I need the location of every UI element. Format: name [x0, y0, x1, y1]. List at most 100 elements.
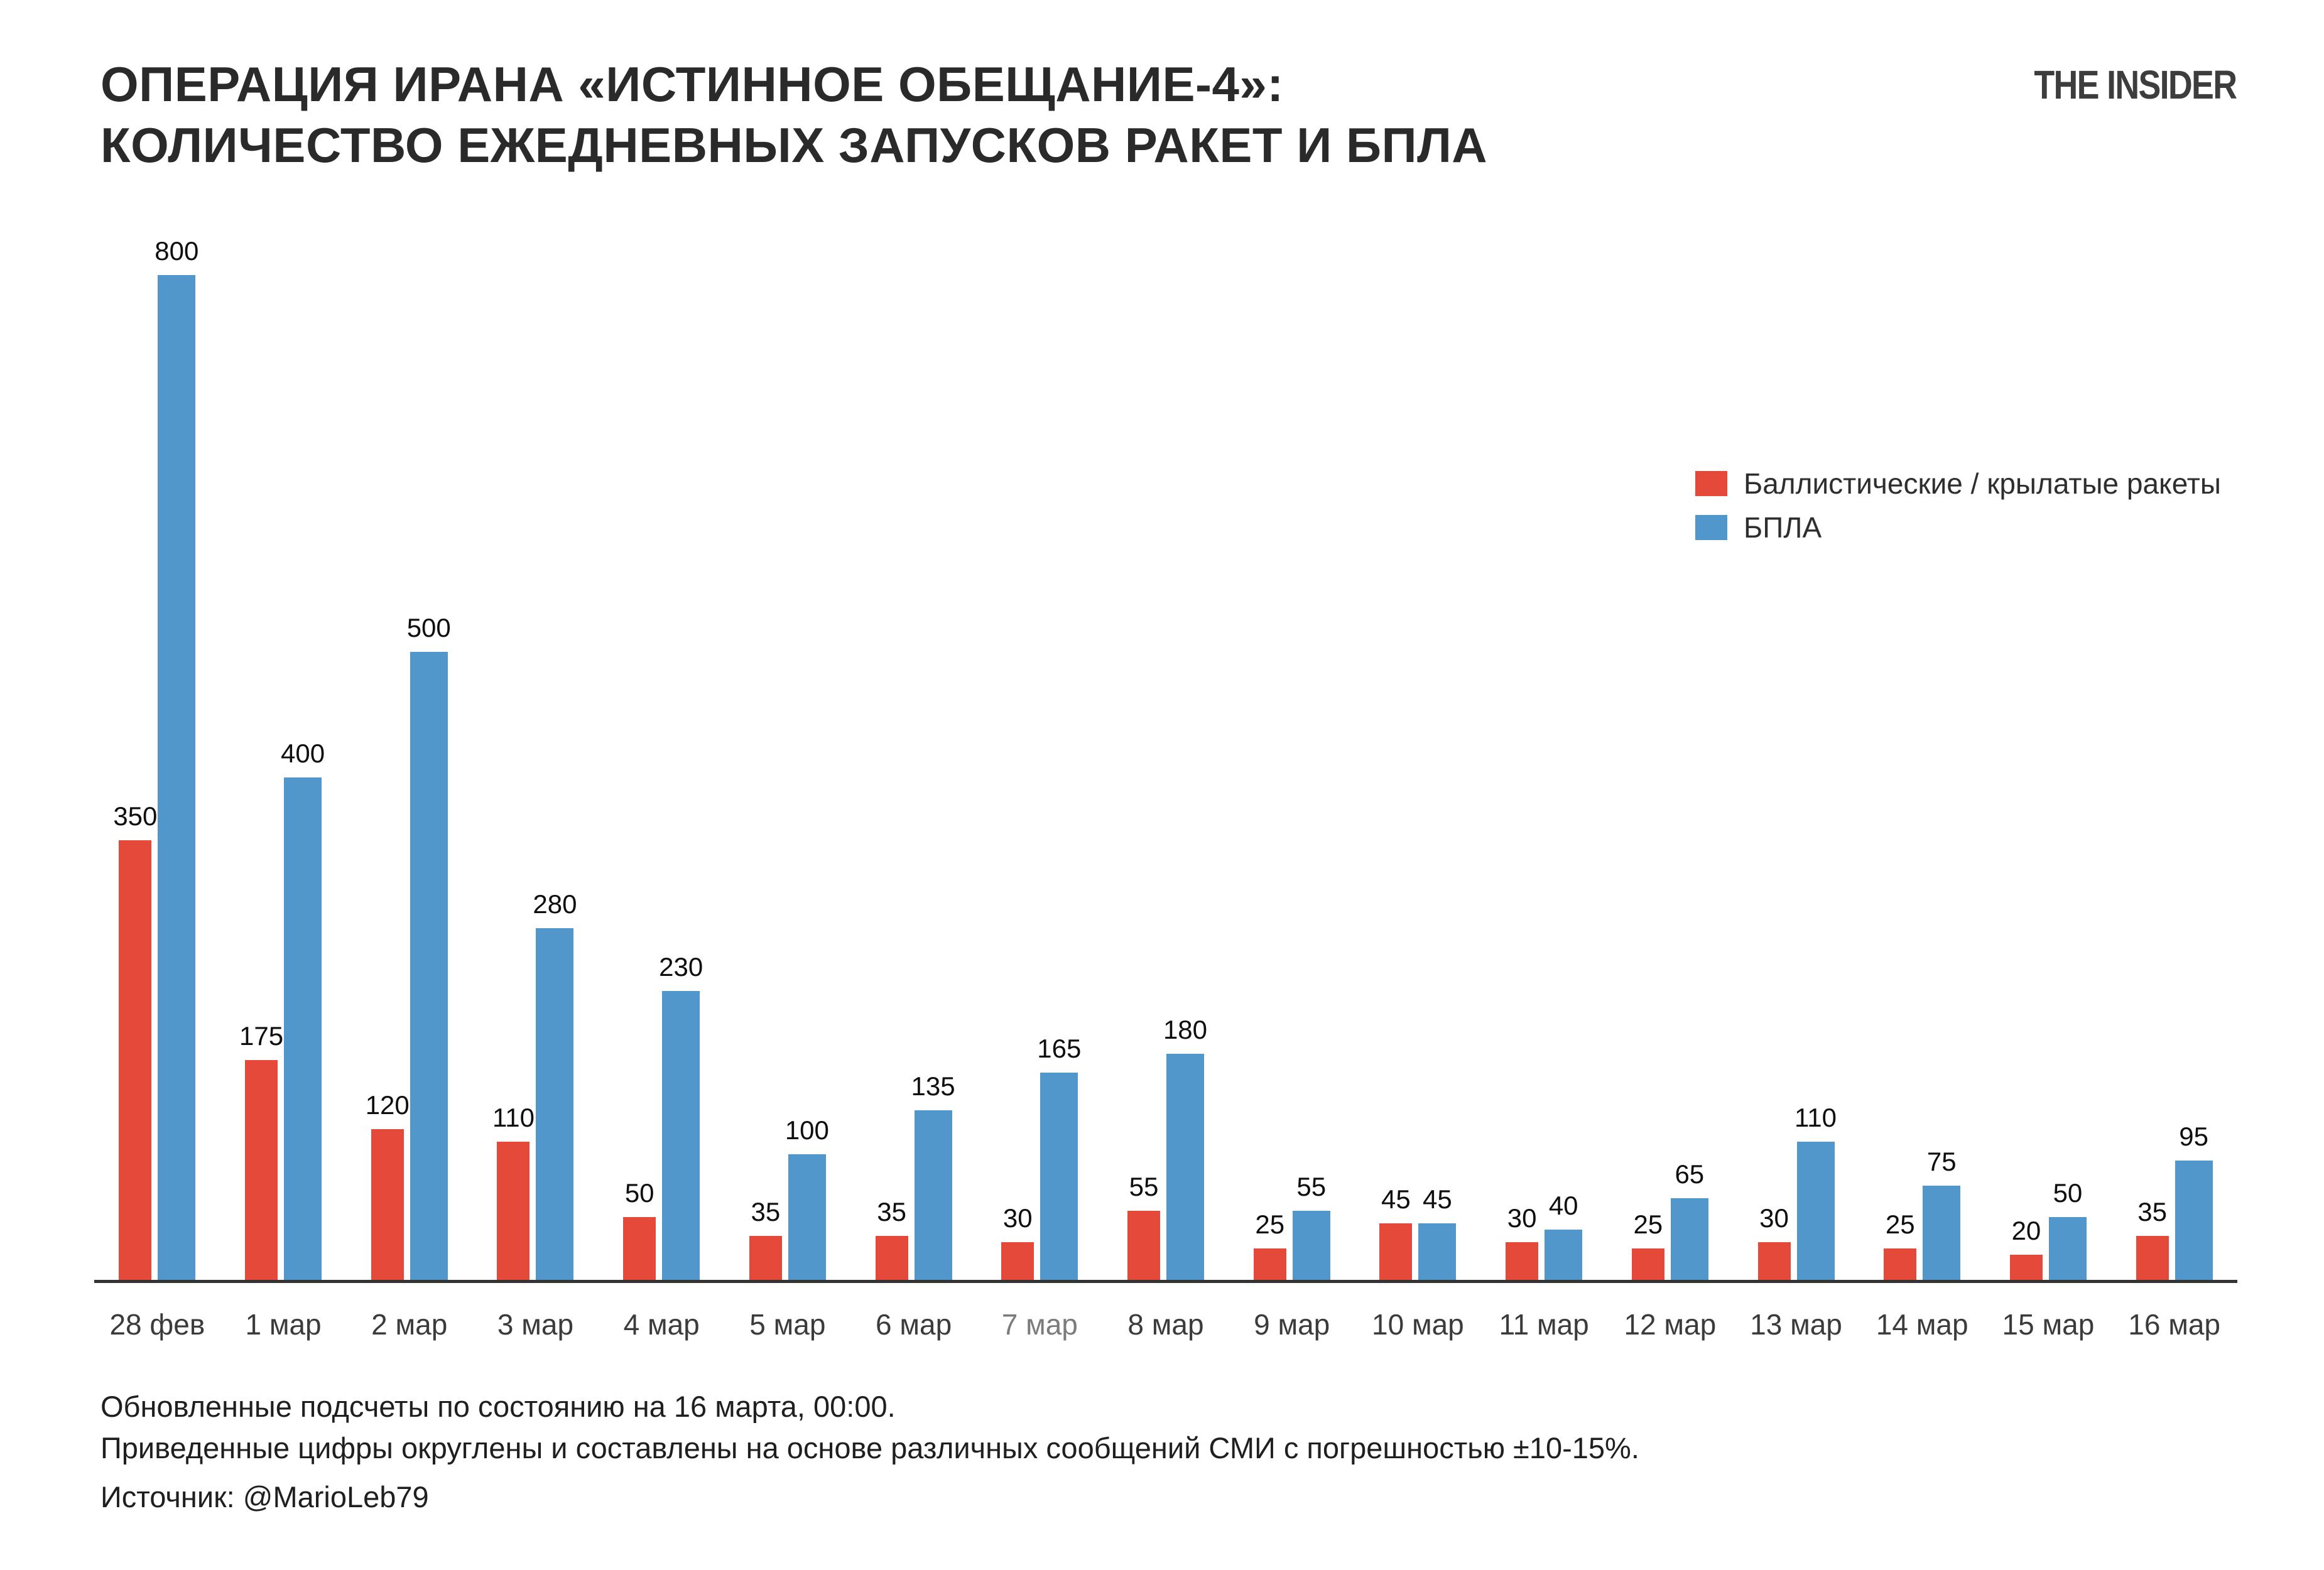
bar-missiles-28-фев: [119, 840, 152, 1280]
x-tick-label-3-мар: 3 мар: [497, 1308, 574, 1341]
bar-uav-2-мар: [410, 652, 448, 1280]
bar-uav-7-мар: [1040, 1073, 1078, 1280]
value-label-missiles-16-мар: 35: [2137, 1197, 2167, 1226]
value-label-uav-28-фев: 800: [155, 236, 199, 266]
value-label-uav-5-мар: 100: [785, 1115, 829, 1145]
bar-missiles-11-мар: [1506, 1242, 1539, 1280]
bar-uav-12-мар: [1670, 1198, 1708, 1280]
x-tick-label-11-мар: 11 мар: [1499, 1308, 1589, 1341]
value-label-missiles-14-мар: 25: [1885, 1210, 1915, 1239]
bar-uav-4-мар: [662, 991, 700, 1280]
bar-missiles-14-мар: [1884, 1248, 1917, 1280]
value-label-uav-4-мар: 230: [659, 952, 703, 982]
page-title: ОПЕРАЦИЯ ИРАНА «ИСТИННОЕ ОБЕЩАНИЕ-4»: КО…: [100, 54, 1487, 176]
value-label-uav-9-мар: 55: [1296, 1172, 1327, 1201]
value-label-missiles-12-мар: 25: [1633, 1210, 1663, 1239]
bar-uav-6-мар: [914, 1110, 952, 1280]
bar-missiles-6-мар: [875, 1236, 908, 1280]
footer-source: Источник: @MarioLeb79: [100, 1480, 429, 1513]
x-tick-label-1-мар: 1 мар: [245, 1308, 322, 1341]
x-tick-label-16-мар: 16 мар: [2128, 1308, 2220, 1341]
bar-uav-3-мар: [536, 928, 574, 1280]
x-tick-label-10-мар: 10 мар: [1372, 1308, 1464, 1341]
footer-note-updated: Обновленные подсчеты по состоянию на 16 …: [100, 1390, 896, 1423]
bar-chart-plot-area: 350 800 28 фев 175 400 1 мар 120 500 2 мар 110 280…: [94, 0, 2237, 1341]
value-label-uav-2-мар: 500: [406, 613, 451, 642]
value-label-missiles-9-мар: 25: [1255, 1210, 1285, 1239]
bar-missiles-3-мар: [497, 1142, 530, 1280]
the-insider-logo: THE INSIDER: [2033, 62, 2237, 107]
x-tick-label-15-мар: 15 мар: [2002, 1308, 2095, 1341]
value-label-missiles-13-мар: 30: [1759, 1203, 1789, 1233]
value-label-uav-11-мар: 40: [1548, 1191, 1578, 1220]
value-label-missiles-1-мар: 175: [239, 1021, 284, 1051]
bar-missiles-4-мар: [623, 1217, 656, 1280]
x-tick-label-5-мар: 5 мар: [749, 1308, 826, 1341]
bar-missiles-15-мар: [2009, 1255, 2043, 1280]
value-label-missiles-7-мар: 30: [1002, 1203, 1033, 1233]
value-label-uav-14-мар: 75: [1926, 1147, 1957, 1176]
x-tick-label-28-фев: 28 фев: [109, 1308, 205, 1341]
bar-uav-8-мар: [1166, 1054, 1204, 1280]
legend-row-missiles: Баллистические / крылатые ракеты: [1695, 467, 2221, 500]
bar-missiles-7-мар: [1001, 1242, 1034, 1280]
legend-label-missiles: Баллистические / крылатые ракеты: [1744, 467, 2221, 500]
value-label-missiles-4-мар: 50: [624, 1178, 654, 1208]
page-title-line2: КОЛИЧЕСТВО ЕЖЕДНЕВНЫХ ЗАПУСКОВ РАКЕТ И Б…: [100, 117, 1488, 173]
bar-uav-9-мар: [1292, 1211, 1330, 1280]
value-label-uav-7-мар: 165: [1037, 1034, 1082, 1063]
value-label-missiles-5-мар: 35: [751, 1197, 781, 1226]
x-tick-label-9-мар: 9 мар: [1254, 1308, 1330, 1341]
value-label-uav-13-мар: 110: [1795, 1103, 1837, 1132]
value-label-uav-15-мар: 50: [2053, 1178, 2083, 1208]
bar-missiles-10-мар: [1379, 1223, 1413, 1280]
bar-uav-28-фев: [158, 275, 196, 1280]
value-label-missiles-11-мар: 30: [1507, 1203, 1537, 1233]
bar-missiles-2-мар: [371, 1129, 404, 1280]
bar-missiles-16-мар: [2136, 1236, 2169, 1280]
value-label-missiles-10-мар: 45: [1381, 1184, 1411, 1214]
value-label-missiles-28-фев: 350: [113, 801, 158, 831]
bar-uav-16-мар: [2175, 1161, 2213, 1280]
x-tick-label-13-мар: 13 мар: [1750, 1308, 1842, 1341]
bar-missiles-8-мар: [1127, 1211, 1160, 1280]
value-label-missiles-6-мар: 35: [877, 1197, 906, 1226]
bar-missiles-9-мар: [1253, 1248, 1286, 1280]
bar-uav-15-мар: [2048, 1217, 2087, 1280]
x-tick-label-8-мар: 8 мар: [1127, 1308, 1204, 1341]
x-tick-label-4-мар: 4 мар: [623, 1308, 700, 1341]
value-label-uav-1-мар: 400: [281, 739, 325, 768]
bar-uav-14-мар: [1923, 1186, 1961, 1280]
value-label-uav-3-мар: 280: [533, 889, 577, 919]
bar-missiles-13-мар: [1757, 1242, 1791, 1280]
bar-missiles-1-мар: [245, 1060, 278, 1280]
x-tick-label-6-мар: 6 мар: [876, 1308, 952, 1341]
value-label-missiles-2-мар: 120: [365, 1090, 410, 1120]
value-label-uav-12-мар: 65: [1675, 1159, 1705, 1189]
value-label-missiles-3-мар: 110: [492, 1103, 535, 1132]
legend-row-uav: БПЛА: [1695, 511, 2221, 544]
value-label-uav-16-мар: 95: [2179, 1122, 2208, 1151]
x-axis-line: [94, 1280, 2237, 1283]
bar-uav-1-мар: [284, 777, 322, 1280]
x-tick-label-12-мар: 12 мар: [1624, 1308, 1717, 1341]
bar-uav-13-мар: [1796, 1142, 1835, 1280]
page-title-line1: ОПЕРАЦИЯ ИРАНА «ИСТИННОЕ ОБЕЩАНИЕ-4»:: [100, 57, 1284, 112]
legend-swatch-missiles: [1695, 471, 1727, 496]
chart-legend: Баллистические / крылатые ракеты БПЛА: [1695, 467, 2221, 559]
x-tick-label-14-мар: 14 мар: [1876, 1308, 1968, 1341]
x-tick-label-7-мар: 7 мар: [1001, 1308, 1078, 1341]
value-label-missiles-8-мар: 55: [1129, 1172, 1159, 1201]
footer-note-accuracy: Приведенные цифры округлены и составлены…: [100, 1431, 1639, 1464]
value-label-missiles-15-мар: 20: [2011, 1216, 2041, 1245]
bar-uav-10-мар: [1418, 1223, 1457, 1280]
legend-label-uav: БПЛА: [1744, 511, 1822, 544]
value-label-uav-8-мар: 180: [1163, 1015, 1208, 1044]
legend-swatch-uav: [1695, 515, 1727, 540]
bar-missiles-5-мар: [749, 1236, 782, 1280]
bar-uav-11-мар: [1545, 1230, 1583, 1280]
value-label-uav-6-мар: 135: [911, 1071, 955, 1101]
x-tick-label-2-мар: 2 мар: [371, 1308, 448, 1341]
bar-missiles-12-мар: [1631, 1248, 1664, 1280]
bar-uav-5-мар: [788, 1154, 826, 1280]
